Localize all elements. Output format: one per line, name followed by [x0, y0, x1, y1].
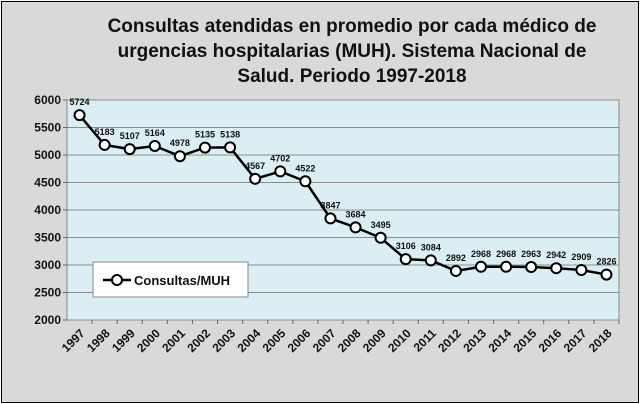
- x-tick-label: 2001: [159, 326, 188, 355]
- legend-marker-icon: [111, 274, 123, 286]
- data-label: 2968: [496, 249, 516, 259]
- data-label: 4522: [295, 163, 315, 173]
- y-tick-label: 5000: [34, 148, 61, 162]
- x-tick-label: 2000: [134, 326, 163, 355]
- data-label: 5164: [145, 128, 165, 138]
- data-point: [299, 175, 312, 188]
- data-point: [575, 264, 588, 277]
- data-point: [224, 141, 237, 154]
- data-point: [525, 261, 538, 274]
- x-tick-label: 2008: [335, 326, 364, 355]
- data-label: 2909: [571, 252, 591, 262]
- data-point: [600, 268, 613, 281]
- x-tick-label: 2009: [360, 326, 389, 355]
- x-tick-label: 2002: [184, 326, 213, 355]
- data-label: 5107: [120, 131, 140, 141]
- y-tick-label: 4500: [34, 176, 61, 190]
- y-tick-label: 2000: [34, 313, 61, 327]
- y-tick-label: 5500: [34, 121, 61, 135]
- data-point: [199, 141, 211, 154]
- chart-title: Consultas atendidas en promedio por cada…: [82, 14, 622, 89]
- data-label: 5183: [95, 127, 115, 137]
- x-tick-label: 1999: [109, 326, 138, 355]
- x-tick-label: 2015: [511, 326, 540, 355]
- data-point: [148, 139, 161, 152]
- data-point: [324, 212, 337, 225]
- data-label: 2942: [546, 250, 566, 260]
- data-label: 2968: [471, 249, 491, 259]
- x-tick-label: 2003: [209, 326, 238, 355]
- legend-label: Consultas/MUH: [134, 273, 230, 288]
- y-tick-label: 2500: [34, 286, 61, 300]
- x-tick-label: 1997: [59, 326, 88, 355]
- data-point: [475, 260, 487, 273]
- data-point: [449, 264, 462, 277]
- data-label: 3106: [396, 241, 416, 251]
- x-tick-label: 2012: [435, 326, 464, 355]
- x-tick-label: 2007: [310, 326, 339, 355]
- data-point: [73, 109, 86, 122]
- data-point: [249, 172, 262, 185]
- title-line: Salud. Periodo 1997-2018: [237, 66, 467, 87]
- data-point: [550, 262, 563, 275]
- data-label: 2826: [596, 257, 616, 267]
- x-tick-label: 2016: [536, 326, 565, 355]
- x-tick-label: 2018: [586, 326, 615, 355]
- title-line: Consultas atendidas en promedio por cada…: [107, 16, 597, 37]
- data-point: [173, 150, 186, 163]
- data-point: [123, 143, 136, 156]
- x-tick-label: 2014: [485, 326, 514, 355]
- data-point: [500, 260, 513, 273]
- data-label: 2963: [521, 249, 541, 259]
- title-line: urgencias hospitalarias (MUH). Sistema N…: [117, 41, 587, 62]
- x-tick-label: 2017: [561, 326, 590, 355]
- y-tick-label: 3000: [34, 258, 61, 272]
- data-label: 3495: [371, 220, 391, 230]
- data-label: 3084: [421, 242, 441, 252]
- data-label: 3684: [346, 209, 366, 219]
- x-tick-label: 2005: [260, 326, 289, 355]
- x-tick-label: 2006: [285, 326, 314, 355]
- data-point: [399, 253, 412, 266]
- x-tick-label: 2010: [385, 326, 414, 355]
- x-tick-label: 2004: [235, 326, 264, 355]
- data-point: [349, 221, 362, 234]
- data-label: 3847: [320, 200, 340, 210]
- data-label: 4567: [245, 161, 265, 171]
- y-tick-label: 3500: [34, 231, 61, 245]
- data-label: 4978: [170, 138, 190, 148]
- y-tick-label: 6000: [34, 93, 61, 107]
- data-point: [98, 138, 111, 151]
- data-label: 2892: [446, 253, 466, 263]
- data-point: [274, 165, 287, 178]
- data-label: 5135: [195, 130, 215, 140]
- y-tick-label: 4000: [34, 203, 61, 217]
- data-point: [424, 254, 437, 267]
- data-point: [374, 231, 387, 244]
- x-tick-label: 1998: [84, 326, 113, 355]
- x-tick-label: 2011: [411, 326, 440, 355]
- x-tick-label: 2013: [460, 326, 489, 355]
- data-label: 4702: [270, 153, 290, 163]
- series-line: [78, 114, 607, 276]
- data-label: 5724: [70, 97, 90, 107]
- data-label: 5138: [220, 129, 240, 139]
